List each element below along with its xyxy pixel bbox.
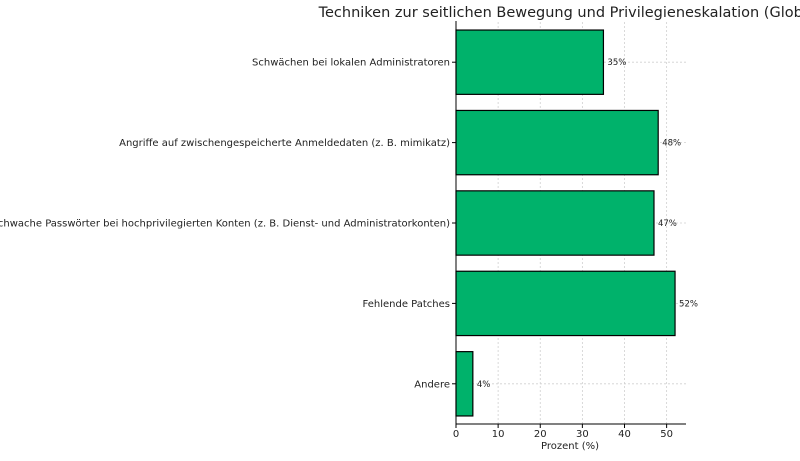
- x-tick-label: 50: [660, 429, 673, 440]
- x-tick-label: 0: [453, 429, 459, 440]
- data-label: 52%: [679, 299, 698, 309]
- bar: [455, 351, 474, 417]
- category-label: Fehlende Patches: [363, 299, 450, 310]
- x-tick-label: 40: [618, 429, 631, 440]
- category-label: Angriffe auf zwischengespeicherte Anmeld…: [119, 138, 450, 149]
- data-label: 48%: [662, 139, 681, 149]
- axis-layer: Schwächen bei lokalen Administratoren Ang…: [0, 21, 686, 440]
- x-axis-label: Prozent (%): [541, 441, 599, 452]
- x-tick-label: 30: [576, 429, 589, 440]
- category-label: Andere: [414, 379, 450, 390]
- bar: [455, 29, 605, 95]
- chart-title: Techniken zur seitlichen Bewegung und Pr…: [318, 5, 800, 21]
- bar-layer: 35% 48% 47% 52% 4%: [455, 29, 698, 417]
- category-label: Schwächen bei lokalen Administratoren: [252, 58, 450, 69]
- bar: [455, 270, 676, 337]
- data-label: 35%: [607, 58, 626, 68]
- data-label: 4%: [477, 380, 491, 390]
- bar: [455, 109, 659, 176]
- bar: [455, 190, 655, 256]
- data-label: 47%: [658, 219, 677, 229]
- category-label: Schwache Passwörter bei hochprivilegiert…: [0, 219, 450, 230]
- x-tick-label: 10: [492, 429, 505, 440]
- x-tick-label: 20: [534, 429, 547, 440]
